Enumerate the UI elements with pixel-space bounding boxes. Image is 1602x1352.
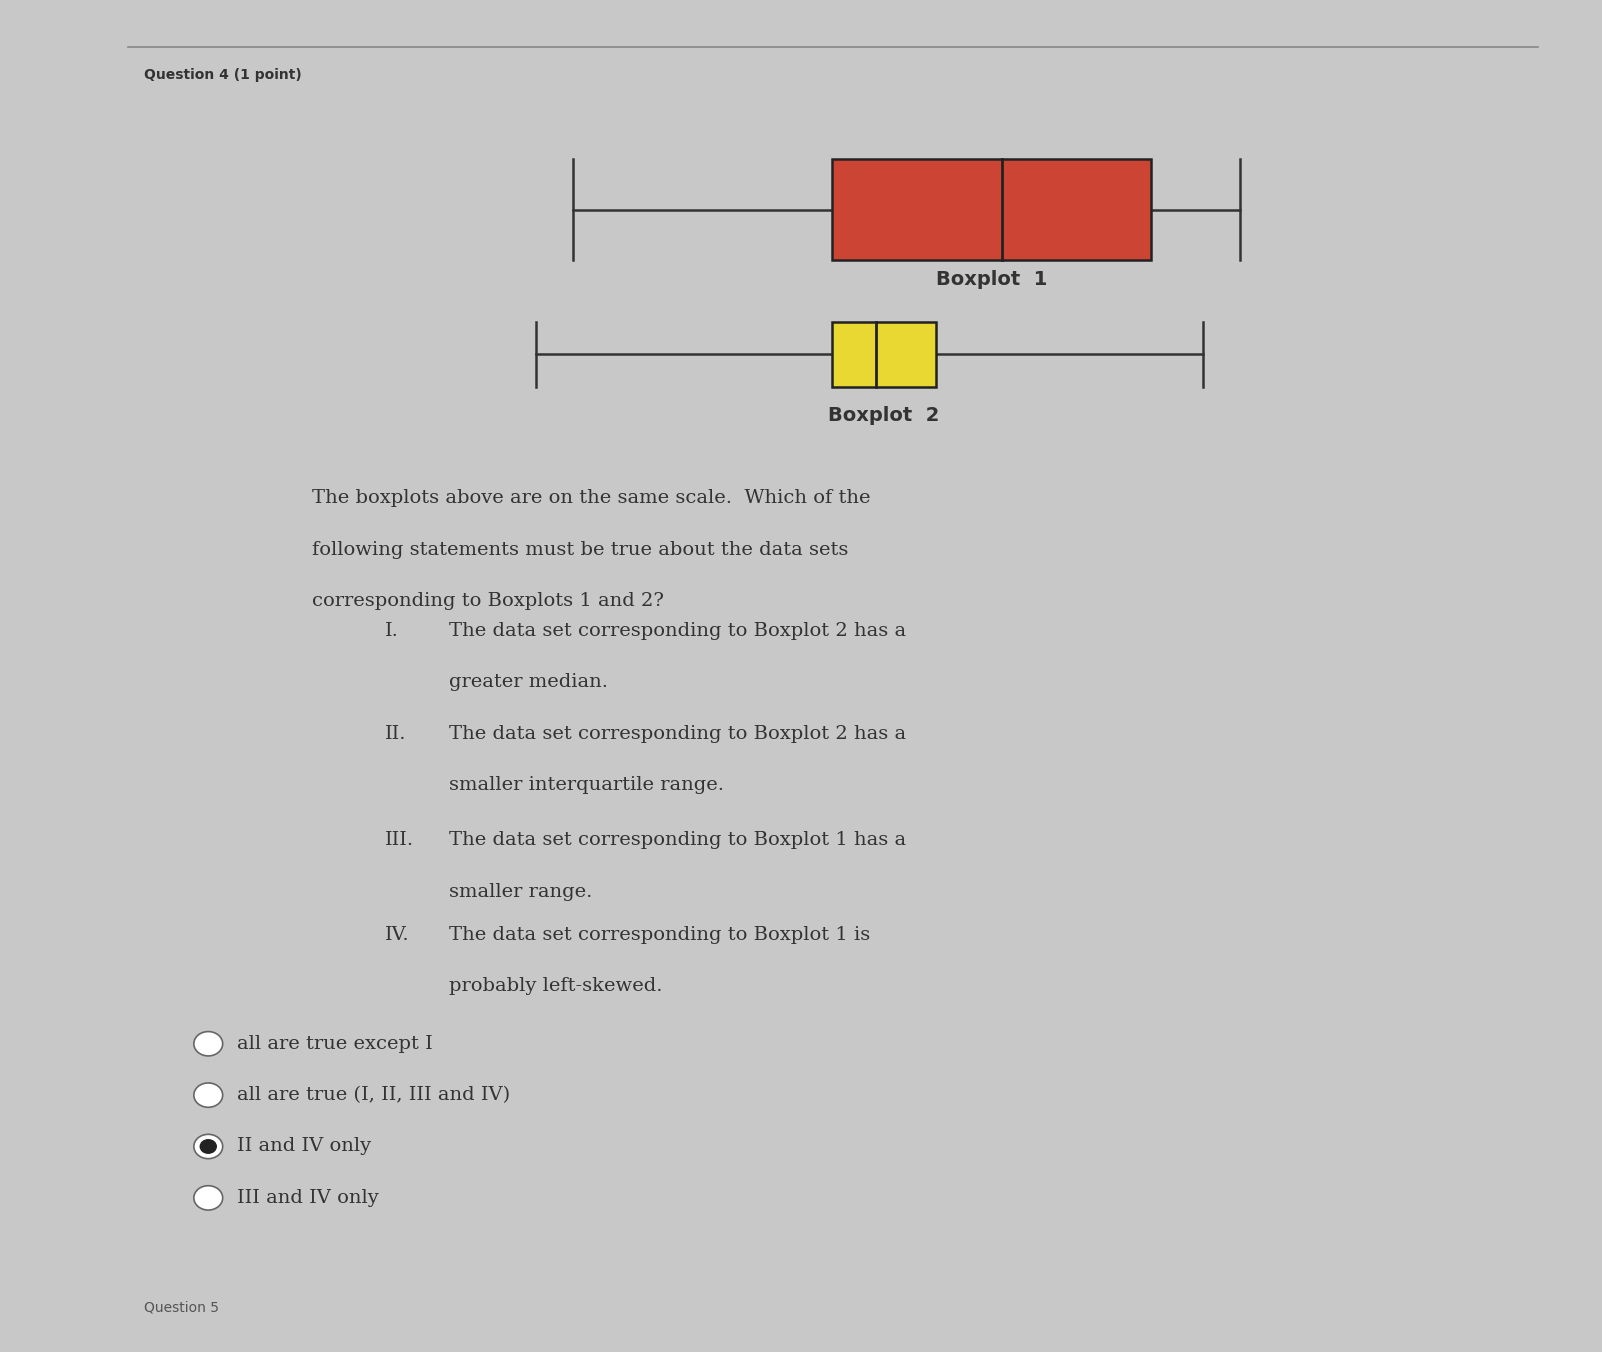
Text: d: d	[205, 1199, 211, 1209]
Text: The data set corresponding to Boxplot 2 has a: The data set corresponding to Boxplot 2 …	[449, 725, 905, 742]
Text: probably left-skewed.: probably left-skewed.	[449, 977, 662, 995]
Text: The data set corresponding to Boxplot 1 has a: The data set corresponding to Boxplot 1 …	[449, 831, 905, 849]
Text: following statements must be true about the data sets: following statements must be true about …	[312, 541, 849, 558]
Bar	[831, 322, 936, 387]
Bar	[831, 160, 1150, 260]
Circle shape	[194, 1083, 223, 1107]
Text: all are true (I, II, III and IV): all are true (I, II, III and IV)	[237, 1086, 509, 1105]
Text: c: c	[205, 1148, 211, 1157]
Circle shape	[194, 1186, 223, 1210]
Text: smaller interquartile range.: smaller interquartile range.	[449, 776, 724, 794]
Text: IV.: IV.	[384, 926, 409, 944]
Text: a: a	[205, 1045, 211, 1055]
Circle shape	[194, 1134, 223, 1159]
Text: greater median.: greater median.	[449, 673, 607, 691]
Text: Question 4 (1 point): Question 4 (1 point)	[144, 68, 301, 81]
Text: Boxplot  2: Boxplot 2	[828, 406, 940, 425]
Text: III.: III.	[384, 831, 413, 849]
Text: I.: I.	[384, 622, 399, 639]
Circle shape	[200, 1140, 216, 1153]
Text: The boxplots above are on the same scale.  Which of the: The boxplots above are on the same scale…	[312, 489, 871, 507]
Circle shape	[194, 1032, 223, 1056]
Text: II.: II.	[384, 725, 405, 742]
Text: III and IV only: III and IV only	[237, 1188, 378, 1207]
Text: Question 5: Question 5	[144, 1301, 219, 1314]
Text: b: b	[205, 1096, 211, 1106]
Text: Boxplot  1: Boxplot 1	[936, 270, 1048, 289]
Text: corresponding to Boxplots 1 and 2?: corresponding to Boxplots 1 and 2?	[312, 592, 665, 610]
Text: II and IV only: II and IV only	[237, 1137, 372, 1156]
Text: The data set corresponding to Boxplot 2 has a: The data set corresponding to Boxplot 2 …	[449, 622, 905, 639]
Text: all are true except I: all are true except I	[237, 1034, 433, 1053]
Text: The data set corresponding to Boxplot 1 is: The data set corresponding to Boxplot 1 …	[449, 926, 870, 944]
Text: smaller range.: smaller range.	[449, 883, 591, 900]
